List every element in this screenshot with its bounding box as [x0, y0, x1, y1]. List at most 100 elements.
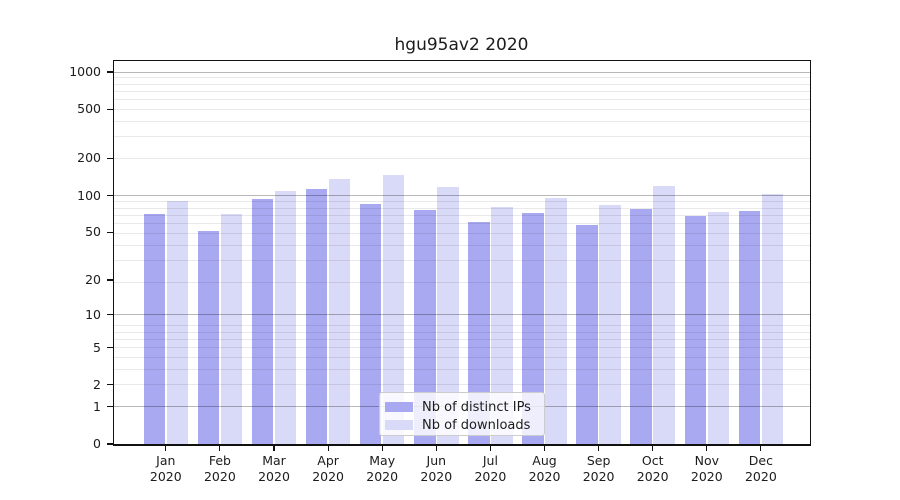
- y-tick-mark: [106, 194, 113, 197]
- gridline-minor: [114, 338, 810, 340]
- x-tick-label-line: 2020: [258, 468, 290, 484]
- x-tick-label: Feb 2020: [190, 453, 250, 484]
- gridline-minor: [114, 368, 810, 370]
- gridline-minor: [114, 77, 810, 79]
- x-tick-label-line: Jan: [156, 453, 176, 468]
- x-tick-label: Oct 2020: [623, 453, 683, 484]
- y-tick-label: 20: [85, 272, 101, 288]
- y-tick-mark: [106, 279, 113, 281]
- gridline-minor: [114, 136, 810, 138]
- gridline-minor: [114, 325, 810, 327]
- x-tick-label-line: 2020: [636, 468, 669, 484]
- legend-swatch-downloads: [385, 420, 413, 430]
- gridline-minor: [114, 232, 810, 234]
- bar-downloads: [382, 174, 405, 444]
- x-tick-mark: [489, 445, 491, 451]
- gridline-minor: [114, 207, 810, 209]
- y-tick-label: 500: [77, 101, 101, 117]
- y-tick-mark: [106, 157, 113, 160]
- bar-downloads: [437, 187, 459, 444]
- bar-distinct-ips: [197, 231, 220, 444]
- x-tick-label-line: Jul: [482, 453, 498, 468]
- x-tick-mark: [273, 445, 275, 451]
- bar-distinct-ips: [522, 212, 544, 444]
- gridline-minor: [114, 282, 810, 284]
- x-tick-label-line: 2020: [744, 468, 777, 484]
- axis-spine-left: [112, 60, 115, 445]
- legend-item-distinct-ips: Nb of distinct IPs: [385, 398, 544, 416]
- x-tick-label-line: 2020: [149, 468, 182, 484]
- x-tick-label-line: Oct: [641, 453, 664, 468]
- gridline-minor: [114, 347, 810, 349]
- bar-distinct-ips: [143, 214, 166, 444]
- y-tick-label: 200: [77, 150, 101, 166]
- y-tick-label: 1000: [69, 64, 101, 79]
- bar-downloads: [328, 178, 351, 444]
- gridline-minor: [114, 244, 810, 246]
- legend-label-distinct-ips: Nb of distinct IPs: [422, 399, 531, 415]
- gridline-minor: [114, 120, 810, 122]
- x-tick-label: Jun 2020: [406, 453, 466, 484]
- bar-downloads: [491, 207, 513, 444]
- x-tick-mark: [381, 445, 383, 451]
- x-tick-label-line: 2020: [366, 468, 399, 484]
- gridline-minor: [114, 223, 810, 225]
- y-tick-mark: [106, 314, 113, 316]
- y-tick-mark: [106, 443, 113, 445]
- gridline-minor: [114, 83, 810, 85]
- x-tick-label: May 2020: [352, 453, 412, 484]
- x-tick-mark: [760, 445, 762, 451]
- bar-distinct-ips: [468, 221, 490, 444]
- x-tick-label-line: 2020: [474, 468, 507, 484]
- x-tick-mark: [327, 445, 329, 451]
- x-tick-label: Mar 2020: [244, 453, 304, 484]
- gridline-major: [114, 71, 810, 73]
- axis-spine-top: [112, 60, 812, 62]
- x-tick-label-line: Aug: [532, 453, 557, 468]
- gridline-minor: [114, 90, 810, 92]
- legend: Nb of distinct IPs Nb of downloads: [379, 392, 545, 436]
- x-tick-label-line: 2020: [203, 468, 236, 484]
- y-tick-label: 2: [93, 376, 101, 392]
- gridline-minor: [114, 260, 810, 262]
- x-tick-label: Jan 2020: [136, 453, 196, 484]
- gridline-major: [114, 195, 810, 196]
- y-tick-mark: [106, 71, 113, 73]
- x-tick-label: Apr 2020: [298, 453, 358, 484]
- y-tick-mark: [106, 406, 113, 408]
- bar-distinct-ips: [576, 225, 598, 444]
- gridline-major: [114, 314, 810, 316]
- x-tick-label: Nov 2020: [677, 453, 737, 484]
- gridline-minor: [114, 158, 810, 160]
- x-tick-mark: [652, 445, 654, 451]
- x-tick-mark: [219, 445, 221, 451]
- bar-downloads: [274, 190, 297, 444]
- y-tick-label: 50: [85, 224, 101, 240]
- bar-distinct-ips: [414, 210, 436, 444]
- x-tick-label-line: Jun: [426, 453, 447, 468]
- legend-swatch-distinct-ips: [385, 402, 413, 412]
- y-tick-mark: [106, 346, 113, 349]
- bar-distinct-ips: [684, 216, 707, 444]
- x-tick-mark: [598, 445, 600, 451]
- bar-downloads: [545, 198, 567, 444]
- gridline-minor: [114, 108, 810, 110]
- gridline-minor: [114, 331, 810, 333]
- gridline-minor: [114, 214, 810, 216]
- x-tick-label-line: Dec: [748, 453, 773, 468]
- x-tick-label-line: 2020: [690, 468, 723, 484]
- y-tick-label: 10: [85, 306, 101, 322]
- gridline-minor: [114, 384, 810, 386]
- bar-downloads: [653, 185, 675, 444]
- bar-distinct-ips: [630, 209, 652, 444]
- x-tick-label-line: Apr: [317, 453, 339, 468]
- y-tick-mark: [106, 231, 113, 233]
- x-tick-mark: [435, 445, 437, 451]
- gridline-minor: [114, 356, 810, 358]
- x-tick-label: Dec 2020: [731, 453, 791, 484]
- bar-downloads: [707, 211, 730, 444]
- legend-label-downloads: Nb of downloads: [422, 417, 531, 433]
- bar-downloads: [761, 194, 784, 444]
- bar-distinct-ips: [305, 189, 328, 444]
- x-tick-mark: [706, 445, 708, 451]
